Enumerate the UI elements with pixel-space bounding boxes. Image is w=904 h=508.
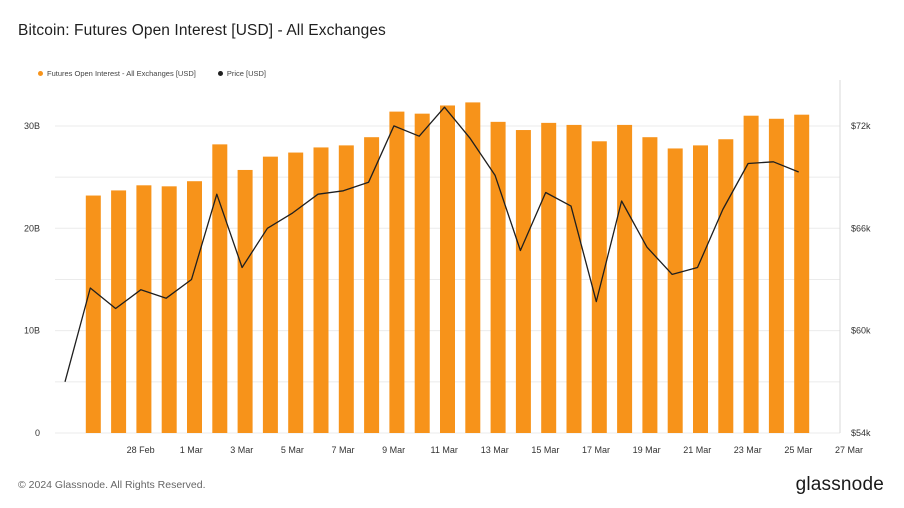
x-tick-label: 15 Mar <box>531 445 559 455</box>
glassnode-logo[interactable]: glassnode <box>795 474 884 495</box>
price-line-path <box>64 106 799 382</box>
legend-label-open-interest: Futures Open Interest - All Exchanges [U… <box>47 69 196 78</box>
open-interest-bar <box>566 124 582 433</box>
open-interest-bar <box>414 113 430 434</box>
open-interest-bar <box>718 139 734 433</box>
y-left-tick-label: 10B <box>24 326 40 336</box>
chart-title: Bitcoin: Futures Open Interest [USD] - A… <box>18 22 386 39</box>
legend-item-price[interactable]: Price [USD] <box>217 69 267 78</box>
open-interest-bar <box>161 186 177 433</box>
y-right-tick-label: $60k <box>851 326 871 336</box>
x-tick-label: 3 Mar <box>230 445 253 455</box>
open-interest-bar <box>288 152 304 433</box>
x-tick-label: 21 Mar <box>683 445 711 455</box>
open-interest-bar <box>617 124 633 433</box>
open-interest-bar <box>515 130 531 434</box>
legend-item-open-interest[interactable]: Futures Open Interest - All Exchanges [U… <box>38 69 196 78</box>
open-interest-bar <box>667 148 683 434</box>
x-tick-label: 23 Mar <box>734 445 762 455</box>
legend-label-price: Price [USD] <box>226 69 267 78</box>
open-interest-bar <box>794 114 810 434</box>
x-tick-label: 27 Mar <box>835 445 863 455</box>
open-interest-bars <box>85 102 810 434</box>
x-tick-label: 25 Mar <box>784 445 812 455</box>
axes: 0 10B 20B 30B $54k $60k $66k $72k 28 Feb 1 Mar 3 M… <box>24 80 871 455</box>
open-interest-bar <box>364 137 380 433</box>
open-interest-bar <box>187 181 202 433</box>
x-tick-label: 1 Mar <box>180 445 203 455</box>
open-interest-bar <box>465 102 481 434</box>
x-tick-label: 28 Feb <box>127 445 155 455</box>
x-tick-label: 9 Mar <box>382 445 405 455</box>
open-interest-bar <box>541 122 557 433</box>
open-interest-bar <box>262 156 278 433</box>
x-tick-label: 7 Mar <box>331 445 354 455</box>
open-interest-bar <box>693 145 708 433</box>
y-right-tick-label: $66k <box>851 223 871 233</box>
open-interest-bar <box>490 121 506 434</box>
legend-swatch-price <box>217 71 223 76</box>
x-tick-label: 11 Mar <box>431 445 458 455</box>
x-tick-label: 5 Mar <box>281 445 304 455</box>
open-interest-bar <box>313 147 329 433</box>
open-interest-bar <box>338 145 354 433</box>
open-interest-bar <box>136 185 152 433</box>
open-interest-bar <box>743 115 759 434</box>
y-right-tick-label: $54k <box>851 428 871 438</box>
y-left-tick-label: 0 <box>35 428 40 438</box>
open-interest-bar <box>85 195 101 433</box>
legend-swatch-open-interest <box>38 71 43 76</box>
open-interest-bar <box>389 111 405 434</box>
x-tick-label: 13 Mar <box>481 445 509 455</box>
open-interest-bar <box>440 105 455 434</box>
price-line <box>64 106 799 382</box>
x-tick-label: 19 Mar <box>633 445 661 455</box>
x-tick-label: 17 Mar <box>582 445 610 455</box>
copyright-text: © 2024 Glassnode. All Rights Reserved. <box>18 479 206 491</box>
y-left-tick-label: 20B <box>24 223 40 233</box>
open-interest-bar <box>212 144 228 434</box>
chart-legend: Futures Open Interest - All Exchanges [U… <box>38 69 266 78</box>
open-interest-bar <box>237 169 253 433</box>
open-interest-bar <box>642 137 658 433</box>
open-interest-bar <box>111 190 127 433</box>
y-left-tick-label: 30B <box>24 121 40 131</box>
y-right-tick-label: $72k <box>851 121 871 131</box>
open-interest-bar <box>768 118 784 433</box>
